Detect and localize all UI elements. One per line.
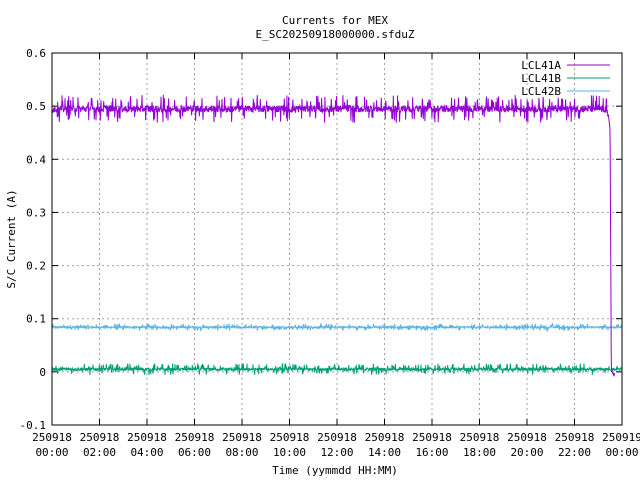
series-line-lcl41a [51,94,616,377]
x-tick-date: 250918 [270,431,310,444]
y-tick-label: 0 [39,366,46,379]
chart-subtitle: E_SC20250918000000.sfduZ [256,28,415,41]
x-tick-date: 250918 [127,431,167,444]
series-line-lcl42b [51,322,623,333]
axis-ticks: -0.1 0 0.1 0.2 0.3 0.4 0.5 0.6 250918 00:00 250918… [20,47,640,459]
x-tick-date: 250919 [602,431,640,444]
x-tick-time: 14:00 [368,446,401,459]
x-tick-time: 18:00 [463,446,496,459]
series-line-lcl41b [51,363,623,376]
x-tick-time: 00:00 [35,446,68,459]
x-tick-date: 250918 [460,431,500,444]
x-tick-date: 250918 [412,431,452,444]
x-tick-date: 250918 [32,431,72,444]
y-tick-label: 0.6 [26,47,46,60]
y-tick-label: 0.3 [26,206,46,219]
x-tick-time: 20:00 [510,446,543,459]
x-tick-time: 16:00 [415,446,448,459]
x-tick-date: 250918 [507,431,547,444]
y-tick-label: 0.1 [26,313,46,326]
x-tick-time: 12:00 [320,446,353,459]
legend-label: LCL41A [521,59,561,72]
legend-label: LCL41B [521,72,561,85]
y-tick-label: -0.1 [20,419,47,432]
legend-label: LCL42B [521,85,561,98]
x-tick-time: 10:00 [273,446,306,459]
y-tick-label: 0.5 [26,100,46,113]
x-axis-label: Time (yymmdd HH:MM) [272,464,398,477]
x-tick-date: 250918 [222,431,262,444]
y-axis-label: S/C Current (A) [5,189,18,288]
y-tick-label: 0.4 [26,153,46,166]
x-tick-date: 250918 [80,431,120,444]
x-tick-time: 06:00 [178,446,211,459]
x-tick-time: 04:00 [130,446,163,459]
series-group [51,94,623,377]
chart-title: Currents for MEX [282,14,388,27]
plot-border [51,52,623,426]
x-tick-date: 250918 [317,431,357,444]
x-tick-date: 250918 [365,431,405,444]
x-tick-time: 22:00 [558,446,591,459]
x-tick-date: 250918 [175,431,215,444]
x-tick-time: 00:00 [605,446,638,459]
x-tick-time: 08:00 [225,446,258,459]
x-tick-date: 250918 [555,431,595,444]
x-tick-time: 02:00 [83,446,116,459]
y-tick-label: 0.2 [26,260,46,273]
